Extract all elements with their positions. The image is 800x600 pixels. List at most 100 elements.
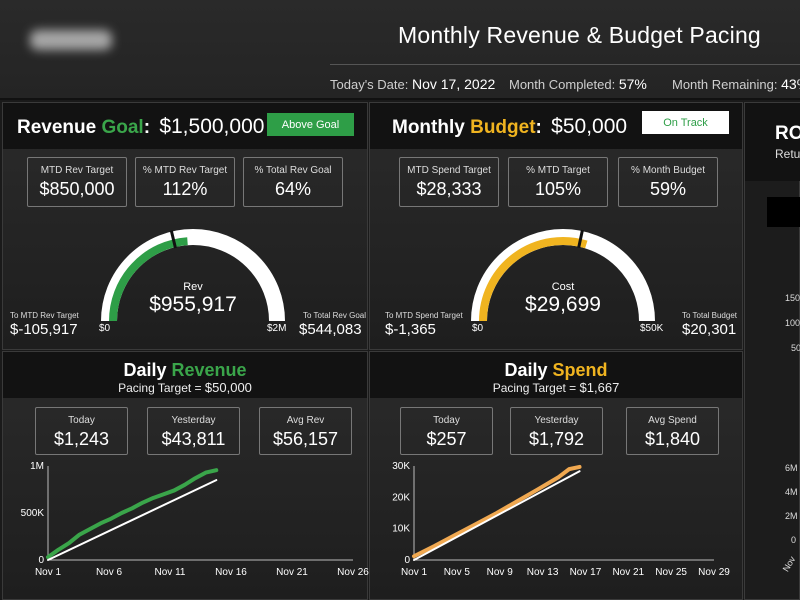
daily-spend-title: Daily Spend	[370, 360, 742, 381]
title-word: Monthly	[392, 117, 465, 138]
company-logo	[30, 30, 112, 50]
kpi-label: % Total Rev Goal	[254, 165, 332, 176]
target-series-line	[47, 479, 218, 561]
daily-revenue-title: Daily Revenue	[3, 360, 367, 381]
roas-panel-partial: RO Retu 150 100 50 6M 4M 2M 0 Nov	[744, 102, 800, 600]
panel-header	[745, 103, 800, 181]
x-tick-label: Nov 5	[444, 567, 471, 578]
gauge-max-label: $50K	[640, 323, 664, 334]
gauge-min-label: $0	[99, 323, 111, 334]
revenue-goal-amount: $1,500,000	[159, 115, 265, 138]
kpi-box: Today $1,243	[35, 407, 128, 455]
completed-value: 57%	[618, 76, 647, 92]
gauge-label: Cost	[551, 281, 575, 293]
kpi-label: % MTD Target	[526, 165, 590, 176]
title-colon: :	[535, 117, 542, 138]
gauge-max-label: $2M	[267, 323, 287, 334]
remaining-label: Month Remaining:	[672, 77, 778, 92]
y-tick-label: 20K	[392, 492, 410, 503]
remaining-value: 43%	[781, 76, 800, 92]
budget-gauge	[471, 229, 655, 322]
month-remaining: Month Remaining: 43%	[672, 76, 800, 92]
monthly-budget-title: Monthly Budget: $50,000	[392, 115, 627, 139]
kpi-label: Yesterday	[171, 415, 216, 426]
status-badge: Above Goal	[267, 113, 354, 136]
axis-tick: 6M	[785, 463, 798, 473]
x-tick-label: Nov 25	[655, 567, 687, 578]
kpi-value: 105%	[534, 179, 582, 199]
kpi-label: Yesterday	[534, 415, 579, 426]
title-word: Daily	[504, 360, 548, 380]
kpi-value: 59%	[649, 179, 687, 199]
to-total-label: To Total Rev Goal	[303, 311, 366, 320]
month-completed: Month Completed: 57%	[509, 76, 647, 92]
kpi-box: % MTD Target 105%	[508, 157, 608, 207]
title-highlight: Goal	[101, 117, 144, 138]
kpi-value: $1,243	[53, 429, 110, 449]
gauge-fill	[109, 237, 188, 322]
to-total-label: To Total Budget	[682, 311, 738, 320]
kpi-box: Today $257	[400, 407, 493, 455]
title-highlight: Budget	[470, 117, 536, 138]
axis-tick: 150	[785, 293, 800, 303]
pacing-value: $50,000	[204, 380, 252, 395]
spend-chart: 0 10K 20K 30K Nov 1 Nov 5 Nov 9 Nov 13 Nov 17 Nov…	[392, 461, 730, 578]
status-badge: On Track	[642, 111, 729, 134]
y-tick-label: 1M	[30, 461, 44, 472]
x-tick-label: Nov 9	[487, 567, 514, 578]
kpi-box: Avg Rev $56,157	[259, 407, 352, 455]
axis-tick: 100	[785, 318, 800, 328]
x-tick-label: Nov 6	[96, 567, 123, 578]
kpi-value: $1,840	[644, 429, 701, 449]
axis-tick: 4M	[785, 487, 798, 497]
page-title: Monthly Revenue & Budget Pacing	[398, 22, 761, 48]
kpi-value: $43,811	[161, 429, 226, 449]
x-tick-label: Nov 17	[570, 567, 602, 578]
daily-revenue-panel: Daily Revenue Pacing Target = $50,000 To…	[2, 351, 369, 600]
gauge-min-label: $0	[472, 323, 484, 334]
title-word: Revenue	[17, 117, 97, 138]
y-tick-label: 10K	[392, 524, 410, 535]
roas-title: RO	[775, 123, 800, 144]
to-total-value: $544,083	[299, 321, 362, 338]
kpi-label: Today	[433, 415, 460, 426]
kpi-label: Avg Rev	[286, 415, 325, 426]
today-label: Today's Date:	[330, 77, 409, 92]
x-tick-label: Nov 29	[698, 567, 730, 578]
title-highlight: Spend	[552, 360, 608, 380]
pacing-value: $1,667	[579, 380, 620, 395]
revenue-chart: 0 500K 1M Nov 1 Nov 6 Nov 11 Nov 16 Nov 21 Nov 2…	[21, 461, 369, 578]
monthly-budget-panel: Monthly Budget: $50,000 On Track MTD Spe…	[369, 102, 743, 350]
gauge-fill	[479, 237, 588, 322]
y-tick-label: 0	[404, 555, 410, 566]
kpi-label: % MTD Rev Target	[142, 165, 228, 176]
pacing-label: Pacing Target =	[118, 381, 202, 395]
kpi-label: MTD Spend Target	[407, 165, 491, 176]
kpi-box: % Total Rev Goal 64%	[243, 157, 343, 207]
kpi-label: % Month Budget	[631, 165, 705, 176]
x-tick-label: Nov 21	[612, 567, 644, 578]
kpi-value: $1,792	[528, 429, 585, 449]
revenue-goal-title: Revenue Goal: $1,500,000	[17, 115, 264, 139]
x-tick-label: Nov 1	[401, 567, 428, 578]
roas-subtitle: Retu	[775, 147, 800, 161]
budget-amount: $50,000	[551, 115, 628, 138]
axis-tick: Nov	[780, 554, 798, 574]
actual-series-line	[46, 468, 219, 560]
kpi-box: % MTD Rev Target 112%	[135, 157, 235, 207]
roas-kpi-box	[767, 197, 800, 227]
x-tick-label: Nov 16	[215, 567, 247, 578]
to-mtd-value: $-1,365	[385, 321, 436, 338]
header-divider	[330, 64, 800, 65]
gauge-target-marker	[169, 230, 177, 249]
title-highlight: Revenue	[171, 360, 247, 380]
title-colon: :	[143, 117, 151, 138]
revenue-gauge	[101, 229, 285, 322]
x-tick-label: Nov 11	[155, 567, 186, 578]
kpi-box: % Month Budget 59%	[618, 157, 718, 207]
target-series-line	[413, 470, 581, 561]
revenue-goal-panel: Revenue Goal: $1,500,000 Above Goal MTD …	[2, 102, 368, 350]
kpi-value: $850,000	[39, 179, 115, 199]
to-mtd-label: To MTD Spend Target	[385, 311, 463, 320]
kpi-box: Yesterday $43,811	[147, 407, 240, 455]
